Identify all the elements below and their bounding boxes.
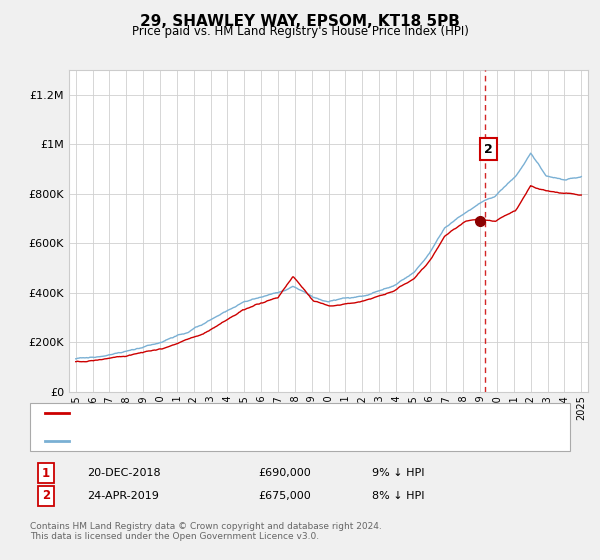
Text: HPI: Average price, detached house, Reigate and Banstead: HPI: Average price, detached house, Reig… (75, 436, 383, 446)
Text: £675,000: £675,000 (258, 491, 311, 501)
Text: 8% ↓ HPI: 8% ↓ HPI (372, 491, 425, 501)
Text: 9% ↓ HPI: 9% ↓ HPI (372, 468, 425, 478)
Text: Price paid vs. HM Land Registry's House Price Index (HPI): Price paid vs. HM Land Registry's House … (131, 25, 469, 38)
Text: Contains HM Land Registry data © Crown copyright and database right 2024.
This d: Contains HM Land Registry data © Crown c… (30, 522, 382, 542)
Text: 2: 2 (484, 143, 493, 156)
Text: 1: 1 (42, 466, 50, 480)
Text: ——  29, SHAWLEY WAY, EPSOM, KT18 5PB (detached house): —— 29, SHAWLEY WAY, EPSOM, KT18 5PB (det… (48, 408, 364, 418)
Text: £690,000: £690,000 (258, 468, 311, 478)
Text: 2: 2 (42, 489, 50, 502)
Text: 20-DEC-2018: 20-DEC-2018 (87, 468, 161, 478)
Text: 29, SHAWLEY WAY, EPSOM, KT18 5PB (detached house): 29, SHAWLEY WAY, EPSOM, KT18 5PB (detach… (75, 408, 364, 418)
Text: 29, SHAWLEY WAY, EPSOM, KT18 5PB: 29, SHAWLEY WAY, EPSOM, KT18 5PB (140, 14, 460, 29)
Text: 24-APR-2019: 24-APR-2019 (87, 491, 159, 501)
